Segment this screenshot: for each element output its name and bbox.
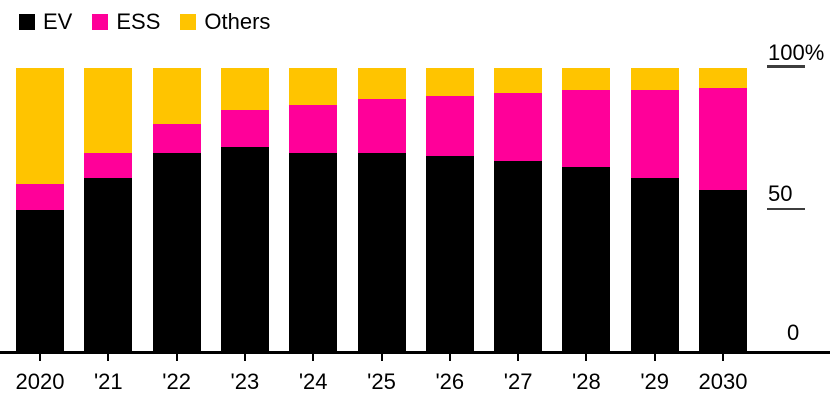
chart-legend: EV ESS Others	[19, 11, 270, 33]
legend-label-others: Others	[204, 9, 271, 34]
x-axis-tick-26	[448, 353, 451, 361]
bar-segment-ev-27	[494, 161, 543, 352]
bar-segment-ess-22	[152, 124, 201, 153]
x-axis-label-2020: 2020	[15, 369, 65, 394]
x-axis-tick-21	[107, 353, 110, 361]
bar-segment-ess-21	[84, 152, 133, 179]
y-axis-tick-50	[767, 207, 805, 210]
x-axis-label-27: '27	[503, 369, 533, 394]
legend-label-ess: ESS	[116, 9, 161, 34]
bar-segment-ev-23	[220, 147, 269, 352]
bar-segment-ev-2030	[699, 189, 747, 352]
bar-segment-others-29	[630, 67, 679, 91]
legend-label-ev: EV	[43, 9, 73, 34]
x-axis-label-26: '26	[435, 369, 465, 394]
x-axis-label-23: '23	[230, 369, 260, 394]
ess-color-swatch	[92, 14, 109, 30]
y-axis-label-100: 100%	[768, 40, 825, 65]
bar-segment-others-2020	[16, 67, 64, 185]
x-axis-label-21: '21	[93, 369, 123, 394]
x-axis-label-28: '28	[572, 369, 601, 394]
bar-segment-ess-2030	[699, 87, 747, 190]
x-axis-tick-2030	[722, 353, 724, 361]
bar-segment-ess-28	[562, 90, 611, 168]
bar-segment-ev-21	[84, 178, 133, 352]
x-axis-tick-24	[312, 353, 315, 361]
bar-segment-others-24	[289, 67, 338, 105]
x-axis-label-2030: 2030	[698, 369, 748, 394]
legend-item-others: Others	[180, 11, 270, 33]
bar-segment-ess-26	[425, 96, 474, 156]
bar-segment-others-25	[357, 67, 406, 99]
x-axis-tick-28	[585, 353, 588, 361]
y-axis-label-0: 0	[787, 320, 800, 345]
ev-color-swatch	[19, 14, 35, 30]
x-axis-label-25: '25	[367, 369, 396, 394]
bar-segment-others-2030	[699, 67, 747, 88]
bar-segment-ess-2020	[16, 184, 64, 210]
legend-item-ev: EV	[19, 11, 72, 33]
x-axis-tick-23	[243, 353, 246, 361]
bar-segment-ess-24	[289, 104, 338, 153]
bar-segment-others-26	[425, 67, 474, 97]
bar-segment-ev-2020	[16, 209, 64, 352]
others-color-swatch	[180, 14, 197, 30]
legend-item-ess: ESS	[92, 11, 160, 33]
y-axis-label-50: 50	[768, 181, 793, 206]
x-axis-tick-22	[175, 353, 178, 361]
bar-segment-ev-24	[289, 152, 338, 352]
bar-segment-others-22	[152, 67, 201, 125]
bar-segment-ev-25	[357, 152, 406, 352]
x-axis-label-24: '24	[298, 369, 328, 394]
bar-segment-ess-25	[357, 98, 406, 153]
bar-segment-ev-29	[630, 178, 679, 352]
bar-segment-others-21	[84, 67, 133, 153]
bar-segment-ess-29	[630, 90, 679, 179]
x-axis-tick-2020	[39, 353, 41, 361]
bar-segment-ev-22	[152, 152, 201, 352]
x-axis-tick-29	[653, 353, 656, 361]
x-axis-label-22: '22	[162, 369, 191, 394]
y-axis-tick-100	[767, 65, 805, 68]
bar-segment-ev-26	[425, 155, 474, 352]
bar-segment-ess-23	[220, 110, 269, 148]
x-axis-tick-27	[517, 353, 520, 361]
bar-segment-ev-28	[562, 167, 611, 352]
x-axis-line	[0, 351, 830, 354]
x-axis-tick-25	[380, 353, 383, 361]
bar-segment-ess-27	[494, 93, 543, 162]
x-axis-label-29: '29	[640, 369, 670, 394]
bar-segment-others-28	[562, 67, 611, 91]
bar-segment-others-23	[220, 67, 269, 111]
bar-segment-others-27	[494, 67, 543, 94]
